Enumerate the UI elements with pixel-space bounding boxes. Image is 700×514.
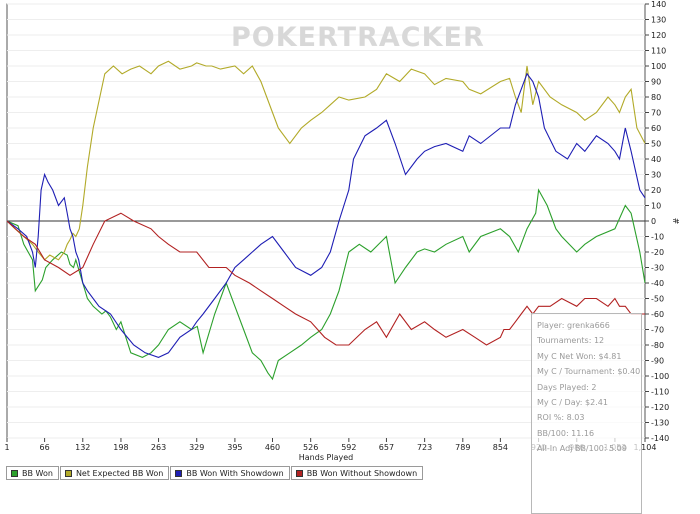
stat-per-day: My C / Day: $2.41 <box>537 398 608 408</box>
series-lines <box>6 60 646 381</box>
legend-swatch-bb-won <box>11 469 18 477</box>
legend-item-bb-won[interactable]: BB Won <box>6 466 59 480</box>
y-tick-label: 110 <box>651 47 666 56</box>
series-line-bb-won-with-showdown <box>6 72 646 358</box>
x-tick-label: 132 <box>75 443 90 452</box>
x-tick-label: 723 <box>417 443 432 452</box>
series-line-bb-won <box>6 188 646 381</box>
x-tick-label: 657 <box>379 443 394 452</box>
series-line-bb-won-without-showdown <box>6 212 645 346</box>
y-tick-label: -70 <box>651 326 664 335</box>
legend-item-bb-won-without-showdown[interactable]: BB Won Without Showdown <box>290 466 424 480</box>
y-tick-label: -100 <box>651 372 669 381</box>
y-tick-label: 30 <box>651 171 661 180</box>
y-tick-label: 130 <box>651 16 666 25</box>
legend-swatch-net-expected <box>64 469 72 477</box>
legend-label: BB Won <box>22 468 53 478</box>
y-tick-label: -130 <box>651 419 669 428</box>
x-axis-title: Hands Played <box>299 453 353 462</box>
y-tick-label: 10 <box>651 202 661 211</box>
y-tick-label: 40 <box>651 155 661 164</box>
y-tick-label: -120 <box>651 403 669 412</box>
stat-allin-adj-bb-per-100: All-In Adj BB/100: 5.09 <box>537 444 627 454</box>
y-axis-title: # <box>672 217 681 224</box>
legend-swatch-without-showdown <box>295 469 303 477</box>
y-tick-label: -110 <box>651 388 669 397</box>
x-tick-label: 526 <box>303 443 318 452</box>
x-tick-label: 329 <box>189 443 204 452</box>
x-tick-label: 1,104 <box>634 443 657 452</box>
legend-label: Net Expected BB Won <box>75 468 164 478</box>
y-tick-label: 120 <box>651 31 666 40</box>
y-axis-ticks: 1401301201101009080706050403020100-10-20… <box>645 0 669 443</box>
x-tick-label: 789 <box>455 443 470 452</box>
y-tick-label: 90 <box>651 78 661 87</box>
stat-player: Player: grenka666 <box>537 321 610 330</box>
player-stats-box: Player: grenka666 Tournaments: 12 My C N… <box>531 313 642 514</box>
y-tick-label: -10 <box>651 233 664 242</box>
x-tick-label: 395 <box>227 443 242 452</box>
y-tick-label: -60 <box>651 310 664 319</box>
y-tick-label: 100 <box>651 62 666 71</box>
y-tick-label: -40 <box>651 279 664 288</box>
legend: BB Won Net Expected BB Won BB Won With S… <box>6 466 424 482</box>
y-tick-label: -30 <box>651 264 664 273</box>
y-tick-label: -20 <box>651 248 664 257</box>
chart: POKERTRACKER 1 66 132 198 263 329 395 460 526 592… <box>4 0 681 462</box>
legend-item-net-expected-bb-won[interactable]: Net Expected BB Won <box>59 466 170 480</box>
series-line-net-expected-bb-won <box>6 60 646 261</box>
x-tick-label: 854 <box>493 443 508 452</box>
y-tick-label: -80 <box>651 341 664 350</box>
x-tick-label: 263 <box>151 443 166 452</box>
legend-label: BB Won Without Showdown <box>306 468 418 478</box>
stat-net-won: My C Net Won: $4.81 <box>537 351 622 361</box>
watermark: POKERTRACKER <box>231 22 485 53</box>
x-tick-label: 66 <box>40 443 50 452</box>
y-tick-label: 80 <box>651 93 661 102</box>
stat-days-played: Days Played: 2 <box>537 382 597 392</box>
legend-label: BB Won With Showdown <box>186 468 284 478</box>
stat-per-tournament: My C / Tournament: $0.40 <box>537 367 641 377</box>
x-tick-label: 592 <box>341 443 356 452</box>
stat-bb-per-100: BB/100: 11.16 <box>537 428 595 438</box>
x-tick-label: 1 <box>4 443 9 452</box>
y-tick-label: 20 <box>651 186 661 195</box>
y-tick-label: 140 <box>651 0 666 9</box>
legend-item-bb-won-with-showdown[interactable]: BB Won With Showdown <box>170 466 290 480</box>
y-tick-label: 70 <box>651 109 661 118</box>
y-tick-label: 0 <box>651 217 656 226</box>
x-tick-label: 198 <box>113 443 128 452</box>
x-tick-label: 460 <box>265 443 280 452</box>
legend-swatch-with-showdown <box>175 469 183 477</box>
y-tick-label: 60 <box>651 124 661 133</box>
stat-tournaments: Tournaments: 12 <box>537 336 605 346</box>
y-tick-label: -140 <box>651 434 669 443</box>
y-tick-label: -90 <box>651 357 664 366</box>
stat-roi: ROI %: 8.03 <box>537 413 585 423</box>
y-tick-label: 50 <box>651 140 661 149</box>
y-tick-label: -50 <box>651 295 664 304</box>
